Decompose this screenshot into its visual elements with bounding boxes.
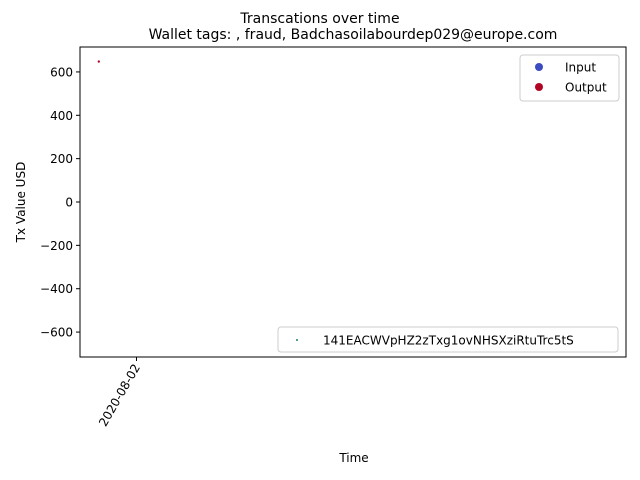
y-tick-label: −200 (40, 239, 73, 253)
chart-suptitle: Transcations over time (239, 11, 399, 27)
legend-top: Input Output (519, 54, 620, 102)
y-axis: 600 400 200 0 −200 −400 −600 (40, 65, 80, 340)
legend-address-label: 141EACWVpHZ2zTxg1ovNHSXziRtuTrc5tS (323, 334, 574, 348)
legend-output-label: Output (565, 81, 607, 95)
y-tick-label: −400 (40, 282, 73, 296)
legend-address-marker (296, 339, 298, 341)
y-tick-label: 0 (65, 196, 73, 210)
y-tick-label: 200 (50, 152, 73, 166)
y-tick-label: −600 (40, 326, 73, 340)
legend-input-label: Input (565, 61, 596, 75)
data-points (97, 60, 101, 63)
legend-top-frame (519, 54, 620, 102)
legend-input-marker (535, 63, 543, 71)
y-tick-label: 600 (50, 65, 73, 79)
data-point (97, 60, 101, 63)
legend-bottom-frame (277, 326, 619, 353)
x-axis-label: Time (338, 451, 368, 465)
chart-title: Wallet tags: , fraud, Badchasoilabourdep… (149, 27, 558, 43)
y-tick-label: 400 (50, 109, 73, 123)
legend-output-marker (535, 83, 543, 91)
y-axis-label: Tx Value USD (14, 162, 28, 244)
legend-bottom: 141EACWVpHZ2zTxg1ovNHSXziRtuTrc5tS (277, 326, 619, 353)
